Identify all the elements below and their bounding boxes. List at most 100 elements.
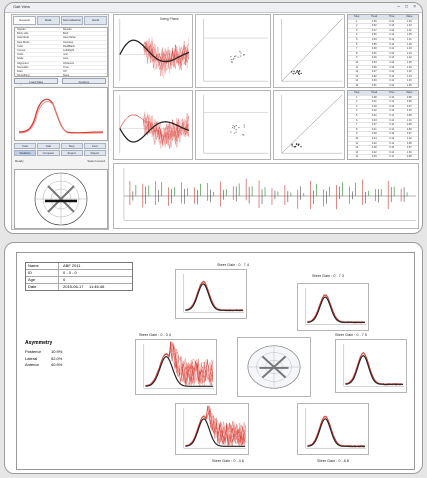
tab-general[interactable]: General bbox=[13, 16, 36, 25]
tab-foot[interactable]: Foot bbox=[83, 143, 106, 149]
table-cell: 0.12 bbox=[389, 118, 395, 122]
property-row[interactable]: Scale Auto bbox=[15, 57, 107, 62]
table-row[interactable]: 6 0.55 0.13 1.06 bbox=[348, 43, 418, 48]
property-row[interactable]: Gait Mode Heel-Strike bbox=[15, 36, 107, 41]
column-header[interactable]: Step bbox=[354, 91, 360, 94]
tab-hand[interactable]: Hand bbox=[84, 16, 107, 25]
tab-statistics[interactable]: Statistics bbox=[14, 150, 37, 156]
time-series-plot[interactable] bbox=[113, 163, 419, 229]
waveform-plot-top[interactable]: Swing Phase bbox=[113, 14, 193, 88]
property-value[interactable]: Off bbox=[63, 69, 67, 73]
property-row[interactable]: Curves Left/Right bbox=[15, 48, 107, 54]
svg-text:×: × bbox=[233, 131, 235, 135]
table-row[interactable]: 15 0.51 0.14 1.05 bbox=[348, 84, 418, 87]
column-header[interactable]: Peak bbox=[371, 91, 378, 94]
property-value[interactable]: None bbox=[63, 74, 70, 78]
table-cell: 1.02 bbox=[406, 70, 412, 74]
table-row[interactable]: 13 0.52 0.13 1.04 bbox=[348, 75, 418, 80]
scatter-plot-top[interactable]: × × × × × × × × × × × × × × bbox=[195, 14, 271, 88]
tab-gait[interactable]: Gait bbox=[37, 143, 60, 149]
table-row[interactable]: 10 0.44 0.12 1.02 bbox=[348, 137, 418, 142]
property-row[interactable]: Normalize Time bbox=[15, 66, 107, 70]
property-row[interactable]: Step Mode Autostep bbox=[15, 41, 107, 45]
property-value[interactable]: Autostep bbox=[63, 40, 74, 44]
property-value[interactable]: HS-Event bbox=[63, 61, 75, 65]
tab-data[interactable]: Data bbox=[36, 16, 60, 25]
property-value[interactable]: Time bbox=[63, 65, 69, 69]
maximize-button[interactable]: □ bbox=[404, 4, 408, 10]
table-row[interactable]: 8 0.51 0.13 1.04 bbox=[348, 52, 418, 57]
waveform-plot-bottom[interactable] bbox=[113, 90, 193, 160]
column-header[interactable]: Time bbox=[389, 15, 395, 18]
table-row[interactable]: 9 0.46 0.12 1.02 bbox=[348, 56, 418, 61]
property-value[interactable]: Left/Right bbox=[63, 48, 75, 52]
table-row[interactable]: 2 0.52 0.13 1.04 bbox=[348, 24, 418, 29]
column-header[interactable]: Time bbox=[389, 91, 395, 94]
table-row[interactable]: 3 0.47 0.12 1.02 bbox=[348, 29, 418, 34]
property-value[interactable]: Both bbox=[63, 32, 69, 36]
polar-plot-box bbox=[14, 169, 108, 229]
results-table-top[interactable]: Step Peak Time Value 1 0.45 0.12 1.03 2 0.52 0.13 1… bbox=[347, 14, 419, 88]
tab-normalisation[interactable]: Normalisation bbox=[60, 16, 84, 25]
table-row[interactable]: 8 0.41 0.11 0.99 bbox=[348, 128, 418, 133]
svg-text:×: × bbox=[230, 130, 232, 134]
table-row[interactable]: 4 0.42 0.12 1.00 bbox=[348, 109, 418, 114]
table-row[interactable]: 9 0.39 0.10 0.97 bbox=[348, 132, 418, 137]
property-row[interactable]: Body side Both bbox=[15, 32, 107, 37]
table-row[interactable]: 6 0.43 0.12 1.01 bbox=[348, 119, 418, 124]
minimize-button[interactable]: – bbox=[397, 4, 400, 10]
table-row[interactable]: 1 0.45 0.12 1.03 bbox=[348, 20, 418, 25]
column-header[interactable]: Value bbox=[406, 91, 413, 94]
property-row[interactable]: Units m/s² bbox=[15, 53, 107, 58]
close-button[interactable]: × bbox=[413, 4, 416, 10]
scatter-plot-top-svg: ××××××× ××××××× bbox=[203, 18, 269, 82]
tab-export[interactable]: Export bbox=[60, 150, 83, 156]
property-value[interactable]: Results bbox=[63, 28, 72, 31]
property-value[interactable]: m/s² bbox=[63, 53, 69, 57]
load-data-button[interactable]: Load Data bbox=[14, 78, 58, 84]
property-row[interactable]: Signals Results bbox=[15, 28, 107, 33]
property-value[interactable]: Auto bbox=[63, 57, 69, 61]
tab-step[interactable]: Step bbox=[60, 143, 83, 149]
table-row[interactable]: 2 0.41 0.11 0.99 bbox=[348, 100, 418, 105]
results-table-bottom[interactable]: Step Peak Time Value 1 0.38 0.10 0.98 2 0.41 0.11 0… bbox=[347, 90, 419, 160]
table-cell: 0.39 bbox=[371, 104, 377, 108]
table-row[interactable]: 5 0.40 0.11 0.98 bbox=[348, 114, 418, 119]
correlation-plot-bottom[interactable] bbox=[273, 90, 345, 160]
property-key: Curves bbox=[17, 48, 26, 52]
table-row[interactable]: 5 0.49 0.11 1.01 bbox=[348, 38, 418, 43]
table-row[interactable]: 14 0.39 0.11 0.98 bbox=[348, 155, 418, 159]
property-row[interactable]: Smoothing None bbox=[15, 74, 107, 79]
table-row[interactable]: 4 0.50 0.14 1.05 bbox=[348, 33, 418, 38]
property-grid[interactable]: Signals Results Body side Both Gait Mode Heel… bbox=[14, 27, 108, 87]
column-header[interactable]: Value bbox=[406, 15, 413, 18]
table-row[interactable]: 7 0.37 0.10 0.96 bbox=[348, 123, 418, 128]
table-row[interactable]: 14 0.49 0.12 1.03 bbox=[348, 79, 418, 84]
property-value[interactable]: Heel-Strike bbox=[63, 36, 76, 40]
table-cell: 0.10 bbox=[389, 104, 395, 108]
property-row[interactable]: Filter Off bbox=[15, 69, 107, 75]
scatter-plot-bottom[interactable]: × × × × × × × × × × × × × × bbox=[195, 90, 271, 160]
table-row[interactable]: 11 0.40 0.11 0.98 bbox=[348, 142, 418, 147]
property-row[interactable]: Alignment HS-Event bbox=[15, 62, 107, 66]
tab-compare[interactable]: Compare bbox=[37, 150, 60, 156]
table-row[interactable]: 12 0.47 0.12 1.02 bbox=[348, 70, 418, 75]
table-cell: 0.11 bbox=[389, 100, 395, 104]
tab-report[interactable]: Report bbox=[83, 150, 106, 156]
table-row[interactable]: 1 0.38 0.10 0.98 bbox=[348, 96, 418, 101]
table-row[interactable]: 7 0.48 0.12 1.03 bbox=[348, 47, 418, 52]
correlation-plot-top[interactable] bbox=[273, 14, 345, 88]
table-row[interactable]: 11 0.50 0.13 1.03 bbox=[348, 66, 418, 71]
column-header[interactable]: Peak bbox=[371, 15, 378, 18]
property-row[interactable]: Color Red/Black bbox=[15, 45, 107, 49]
table-cell: 1.03 bbox=[406, 79, 412, 83]
table-row[interactable]: 10 0.53 0.14 1.05 bbox=[348, 61, 418, 66]
table-row[interactable]: 12 0.38 0.10 0.97 bbox=[348, 146, 418, 151]
tab-fast[interactable]: Fast bbox=[14, 143, 37, 149]
analyze-button[interactable]: Analyze bbox=[62, 78, 106, 84]
table-row[interactable]: 13 0.42 0.12 1.00 bbox=[348, 151, 418, 156]
svg-text:×: × bbox=[230, 54, 232, 58]
column-header[interactable]: Step bbox=[354, 15, 360, 18]
property-value[interactable]: Red/Black bbox=[63, 44, 75, 48]
table-row[interactable]: 3 0.39 0.10 0.97 bbox=[348, 105, 418, 110]
